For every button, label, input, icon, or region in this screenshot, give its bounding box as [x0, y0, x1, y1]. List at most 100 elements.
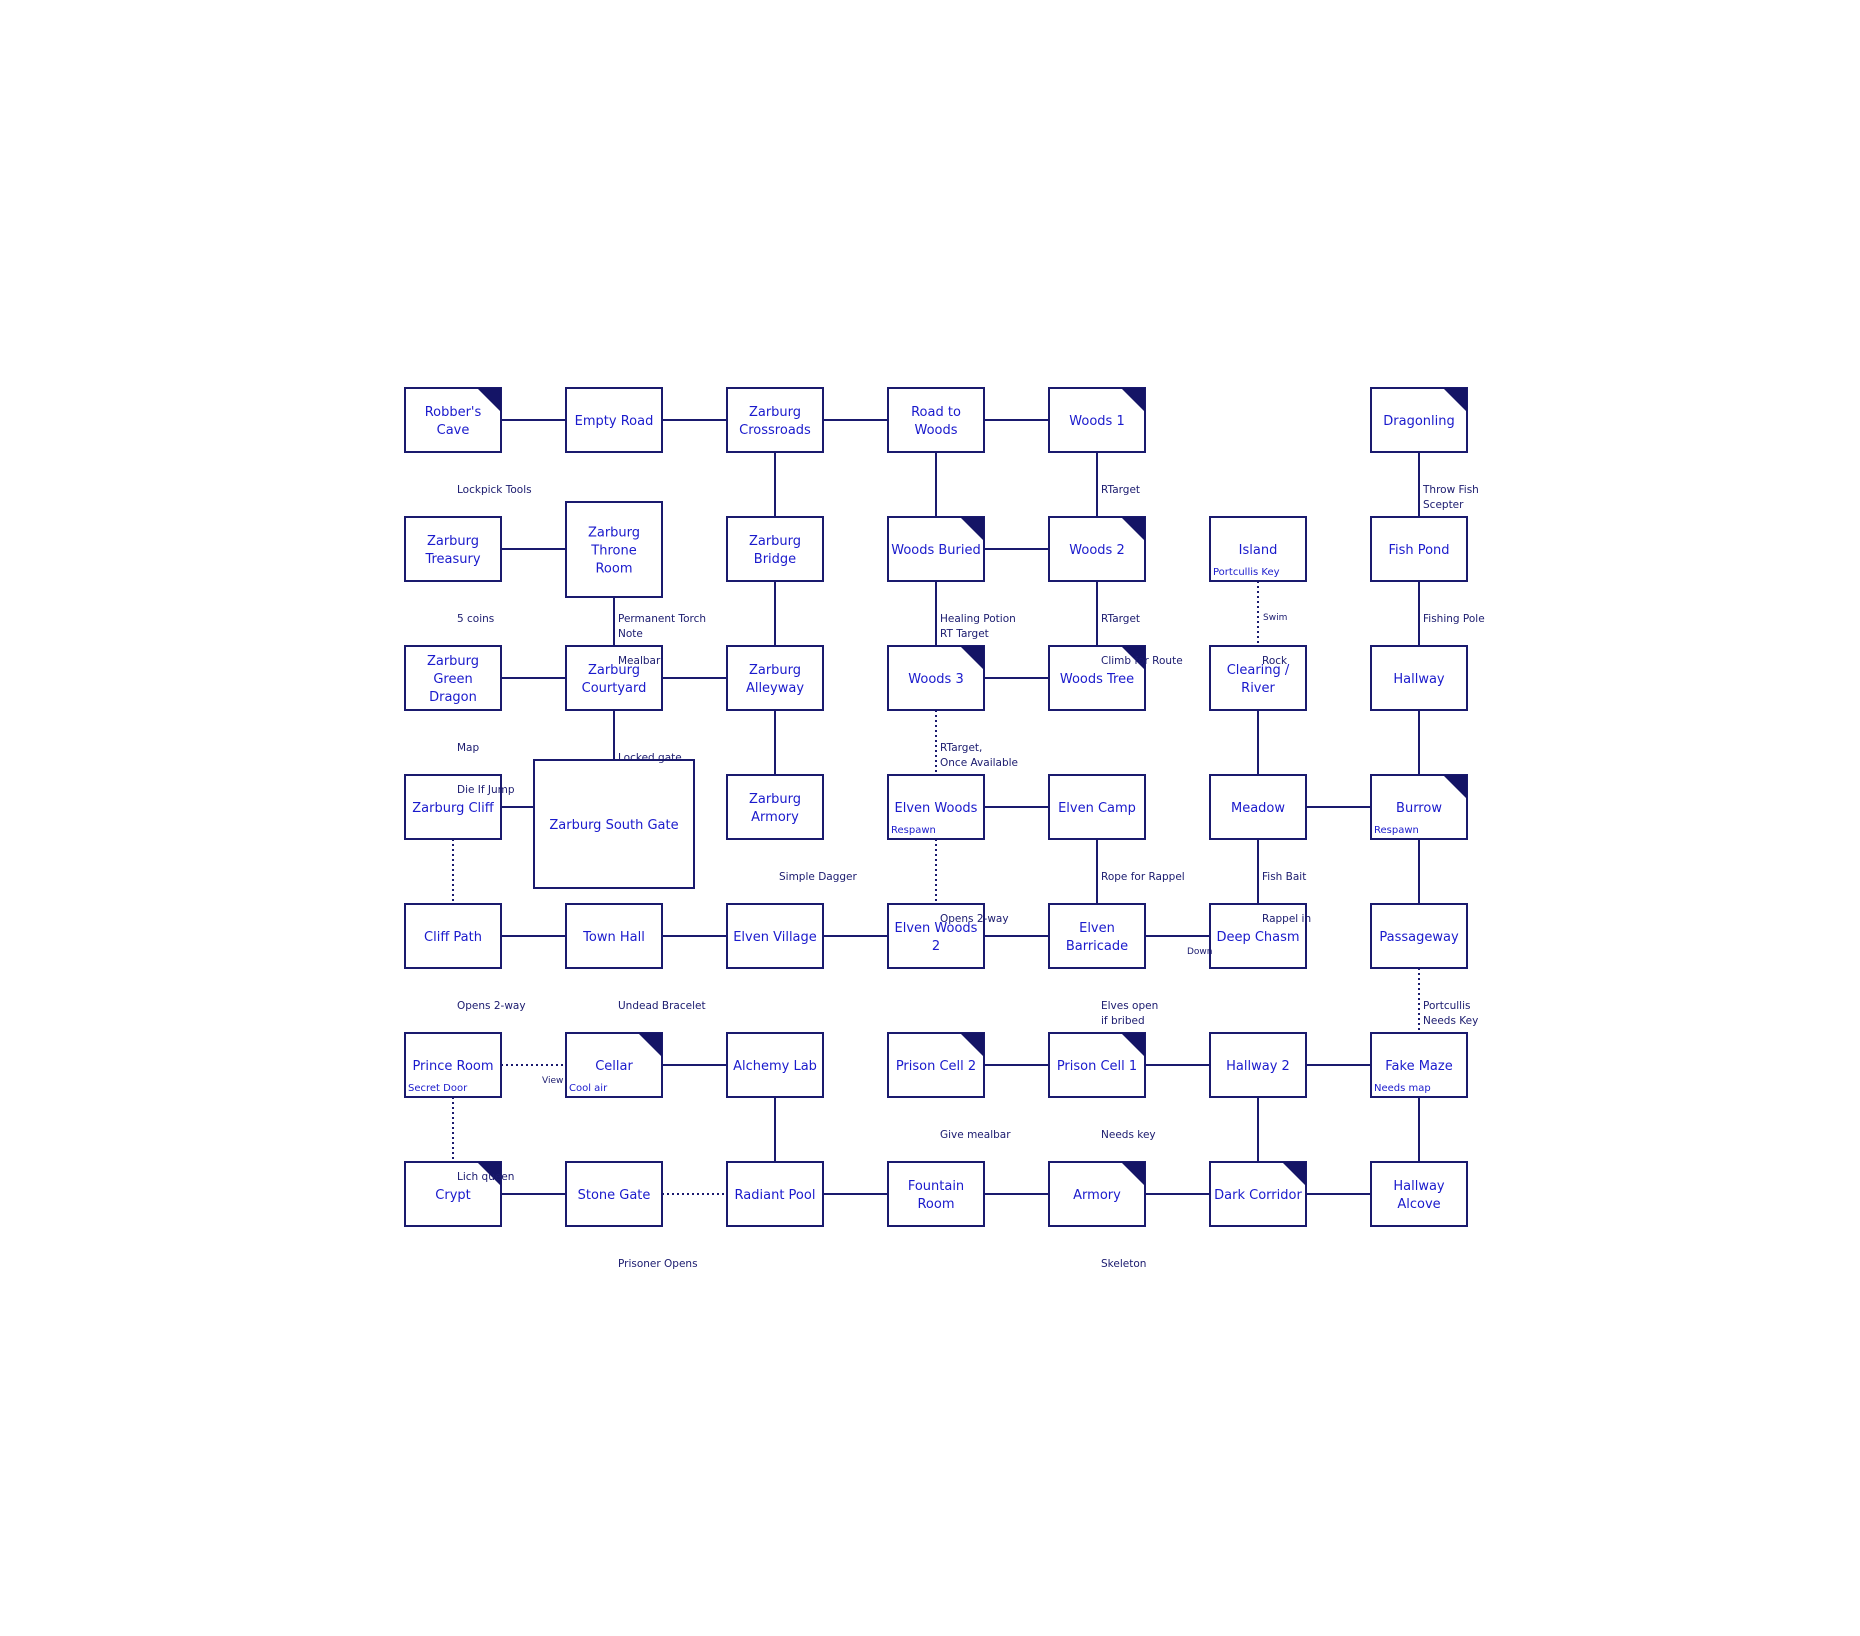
room-cliff-path[interactable]: Cliff Path — [404, 903, 502, 969]
room-zarburg-courtyard[interactable]: Zarburg Courtyard — [565, 645, 663, 711]
room-fake-maze[interactable]: Fake Maze Needs map — [1370, 1032, 1468, 1098]
room-zarburg-crossroads[interactable]: Zarburg Crossroads — [726, 387, 824, 453]
room-label: Empty Road — [575, 414, 654, 429]
room-label: Cliff Path — [424, 930, 482, 945]
annotation-text: Rock — [1262, 655, 1288, 667]
room-passageway[interactable]: Passageway — [1370, 903, 1468, 969]
room-label: Woods — [914, 423, 957, 438]
room-prison-cell-2[interactable]: Prison Cell 2 — [887, 1032, 985, 1098]
annotation-text: Needs key — [1101, 1129, 1156, 1141]
room-label: Room — [917, 1197, 954, 1212]
room-zarburg-cliff[interactable]: Zarburg Cliff — [404, 774, 502, 840]
room-box — [1048, 903, 1146, 969]
label-elves-open: Elves open if bribed — [1101, 1000, 1158, 1027]
label-die-if-jump: Die If Jump — [457, 784, 515, 796]
room-zarburg-green-dragon[interactable]: Zarburg Green Dragon — [404, 645, 502, 711]
room-zarburg-treasury[interactable]: Zarburg Treasury — [404, 516, 502, 582]
room-woods-buried[interactable]: Woods Buried — [887, 516, 985, 582]
label-rtarget-woods1: RTarget — [1101, 484, 1140, 496]
annotation-text: RTarget — [1101, 484, 1140, 496]
room-robbers-cave[interactable]: Robber's Cave — [404, 387, 502, 453]
room-label: Fish Pond — [1388, 543, 1449, 558]
room-zarburg-armory[interactable]: Zarburg Armory — [726, 774, 824, 840]
room-dragonling[interactable]: Dragonling — [1370, 387, 1468, 453]
room-crypt[interactable]: Crypt — [404, 1161, 502, 1227]
room-burrow[interactable]: Burrow Respawn — [1370, 774, 1468, 840]
room-label: Armory — [751, 810, 799, 825]
annotation-text: RTarget, — [940, 742, 982, 754]
room-radiant-pool[interactable]: Radiant Pool — [726, 1161, 824, 1227]
room-box — [565, 903, 663, 969]
label-lich-queen: Lich queen — [457, 1171, 514, 1183]
label-healing-potion: Healing Potion RT Target — [940, 613, 1016, 640]
room-label: Zarburg — [749, 792, 801, 807]
room-box — [1370, 1161, 1468, 1227]
room-label: River — [1241, 681, 1275, 696]
annotation-text: Undead Bracelet — [618, 1000, 706, 1012]
annotation-text: Simple Dagger — [779, 871, 858, 883]
label-simple-dagger: Simple Dagger — [779, 871, 858, 883]
room-zarburg-throne-room[interactable]: Zarburg Throne Room — [565, 501, 663, 598]
room-deep-chasm[interactable]: Deep Chasm — [1209, 903, 1307, 969]
room-label: Woods Tree — [1060, 672, 1134, 687]
annotation-text: Prisoner Opens — [618, 1258, 698, 1270]
room-armory[interactable]: Armory — [1048, 1161, 1146, 1227]
room-label: Dragon — [429, 690, 477, 705]
room-elven-village[interactable]: Elven Village — [726, 903, 824, 969]
room-label: Fountain — [908, 1179, 964, 1194]
room-box — [1209, 1032, 1307, 1098]
room-prison-cell-1[interactable]: Prison Cell 1 — [1048, 1032, 1146, 1098]
room-label: Crypt — [435, 1188, 470, 1203]
room-empty-road[interactable]: Empty Road — [565, 387, 663, 453]
room-zarburg-bridge[interactable]: Zarburg Bridge — [726, 516, 824, 582]
corner-marker-icon — [1443, 775, 1467, 799]
room-box — [887, 645, 985, 711]
room-elven-woods-2[interactable]: Elven Woods 2 — [887, 903, 985, 969]
room-box — [404, 516, 502, 582]
room-elven-camp[interactable]: Elven Camp — [1048, 774, 1146, 840]
room-woods-2[interactable]: Woods 2 — [1048, 516, 1146, 582]
room-label: Zarburg — [749, 663, 801, 678]
room-woods-tree[interactable]: Woods Tree — [1048, 645, 1146, 711]
room-road-to-woods[interactable]: Road to Woods — [887, 387, 985, 453]
corner-marker-icon — [960, 646, 984, 670]
room-label: Hallway — [1393, 672, 1445, 687]
room-box — [887, 516, 985, 582]
room-hallway-alcove[interactable]: Hallway Alcove — [1370, 1161, 1468, 1227]
room-clearing-river[interactable]: Clearing / River — [1209, 645, 1307, 711]
room-meadow[interactable]: Meadow — [1209, 774, 1307, 840]
room-cellar[interactable]: Cellar Cool air — [565, 1032, 663, 1098]
label-rtarget-once: RTarget, Once Available — [940, 742, 1018, 769]
room-town-hall[interactable]: Town Hall — [565, 903, 663, 969]
room-stone-gate[interactable]: Stone Gate — [565, 1161, 663, 1227]
annotation-text: Note — [618, 628, 643, 640]
corner-marker-icon — [1282, 1162, 1306, 1186]
room-zarburg-alleyway[interactable]: Zarburg Alleyway — [726, 645, 824, 711]
room-box — [887, 903, 985, 969]
corner-marker-icon — [1121, 517, 1145, 541]
room-box — [565, 387, 663, 453]
label-lockpick-tools: Lockpick Tools — [457, 484, 532, 496]
room-zarburg-south-gate[interactable]: Zarburg South Gate — [533, 759, 695, 889]
room-box — [726, 387, 824, 453]
room-label: Zarburg Cliff — [412, 801, 495, 816]
room-alchemy-lab[interactable]: Alchemy Lab — [726, 1032, 824, 1098]
room-elven-woods[interactable]: Elven Woods Respawn — [887, 774, 985, 840]
room-woods-1[interactable]: Woods 1 — [1048, 387, 1146, 453]
room-label: Crossroads — [739, 423, 811, 438]
room-note: Cool air — [569, 1083, 608, 1094]
corner-marker-icon — [477, 388, 501, 412]
room-dark-corridor[interactable]: Dark Corridor — [1209, 1161, 1307, 1227]
room-prince-room[interactable]: Prince Room Secret Door — [404, 1032, 502, 1098]
room-hallway[interactable]: Hallway — [1370, 645, 1468, 711]
room-fountain-room[interactable]: Fountain Room — [887, 1161, 985, 1227]
room-elven-barricade[interactable]: Elven Barricade — [1048, 903, 1146, 969]
room-label: Stone Gate — [578, 1188, 651, 1203]
room-woods-3[interactable]: Woods 3 — [887, 645, 985, 711]
room-hallway-2[interactable]: Hallway 2 — [1209, 1032, 1307, 1098]
room-label: Alchemy Lab — [733, 1059, 817, 1074]
room-island[interactable]: Island Portcullis Key — [1209, 516, 1307, 582]
label-skeleton: Skeleton — [1101, 1258, 1146, 1270]
room-box — [887, 774, 985, 840]
room-fish-pond[interactable]: Fish Pond — [1370, 516, 1468, 582]
